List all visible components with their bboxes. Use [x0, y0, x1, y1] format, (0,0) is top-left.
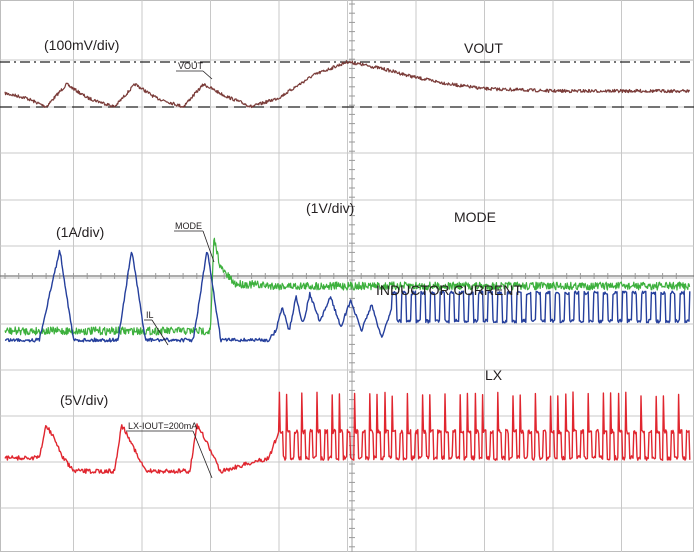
il-scale-label: (1A/div) — [56, 224, 104, 240]
il-marker-label: IL — [146, 310, 154, 320]
lx-marker-label: LX-IOUT=200mA — [128, 421, 197, 431]
vout-channel-label: VOUT — [464, 40, 503, 56]
mode-channel-label: MODE — [454, 209, 496, 225]
vout-trace — [4, 60, 691, 109]
mode-scale-label: (1V/div) — [306, 200, 354, 216]
vout-marker-label: VOUT — [178, 61, 204, 71]
lx-channel-label: LX — [485, 367, 503, 383]
lx-scale-label: (5V/div) — [60, 392, 108, 408]
vout-scale-label: (100mV/div) — [44, 37, 119, 53]
vout-marker-leader — [202, 70, 213, 80]
il-marker-leader — [151, 319, 169, 346]
lx-marker-leader — [192, 430, 213, 479]
channel-labels: (100mV/div) VOUT VOUT (1V/div) MODE MODE… — [44, 37, 522, 479]
lx-trace — [4, 391, 691, 474]
waveform-traces — [4, 60, 691, 474]
mode-marker-leader — [202, 230, 215, 263]
inductor-current-channel-label: INDUCTOR CURRENT — [376, 282, 522, 298]
mode-marker-label: MODE — [175, 221, 202, 231]
inductor-current-trace — [4, 249, 691, 343]
